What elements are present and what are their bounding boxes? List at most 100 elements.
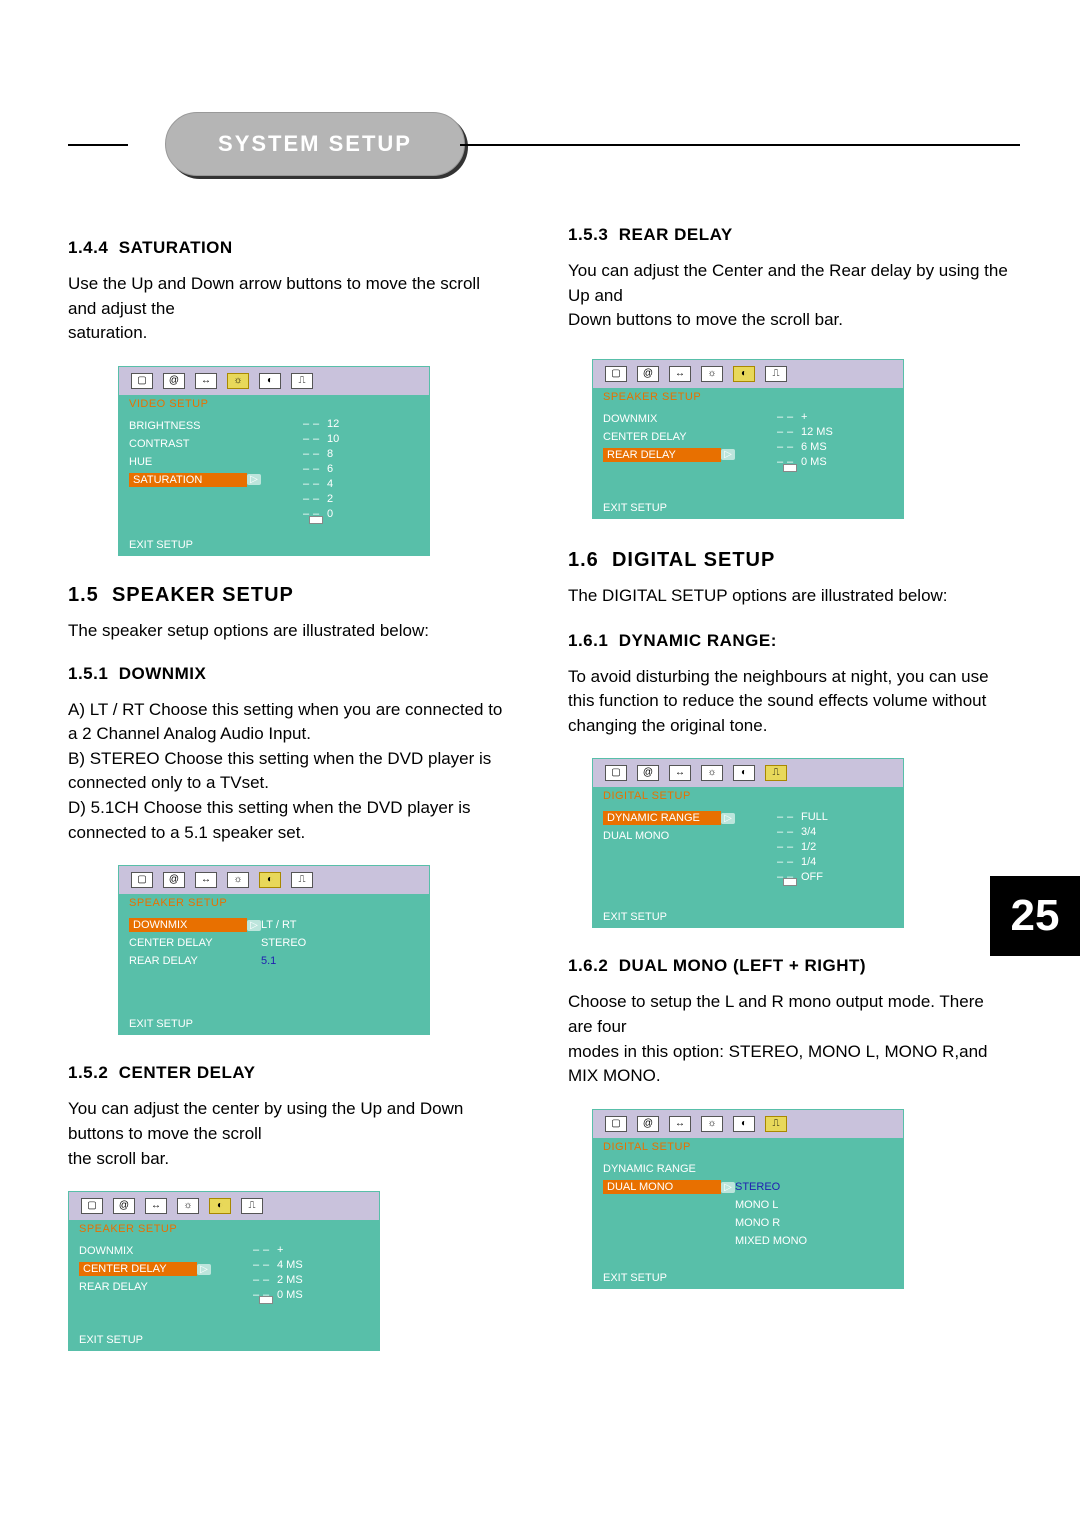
menu-saturation: ▢ @ ↔ ☼ ◐ ⎍ VIDEO SETUP BRIGHTNESS CONTR… [118,366,430,556]
arrow-icon: ▷ [247,474,261,485]
tab-icon: ◐ [259,373,281,389]
menu-tabs: ▢ @ ↔ ☼ ◐ ⎍ [593,1110,903,1138]
tab-icon: ▢ [605,765,627,781]
para-saturation: Use the Up and Down arrow buttons to mov… [68,272,508,346]
menu-item-selected: DUAL MONO▷STEREO [593,1178,903,1196]
menu-exit: EXIT SETUP [593,1266,903,1288]
menu-item: MONO R [593,1214,903,1232]
tab-icon: ↔ [669,366,691,382]
tab-icon: ⎍ [291,373,313,389]
tab-icon: ▢ [131,872,153,888]
heading-digital-setup: 1.6 DIGITAL SETUP [568,549,1008,572]
tab-icon: ⎍ [765,366,787,382]
menu-title: DIGITAL SETUP [593,787,903,805]
scale: ––FULL ––3/4 ––1/2 ––1/4 ––OFF [775,809,885,884]
para-downmix: A) LT / RT Choose this setting when you … [68,698,508,846]
arrow-icon: ▷ [247,920,261,931]
menu-item: CENTER DELAYSTEREO [119,934,429,952]
header-rule-right [460,144,1020,146]
menu-exit: EXIT SETUP [119,533,429,555]
tab-icon: ↔ [145,1198,167,1214]
menu-tabs: ▢ @ ↔ ☼ ◐ ⎍ [593,360,903,388]
para-dynamic-range: To avoid disturbing the neighbours at ni… [568,665,1008,739]
heading-dual-mono: 1.6.2 DUAL MONO (LEFT + RIGHT) [568,956,1008,976]
arrow-icon: ▷ [721,1182,735,1193]
heading-center-delay: 1.5.2 CENTER DELAY [68,1063,508,1083]
arrow-icon: ▷ [721,449,735,460]
menu-title: SPEAKER SETUP [593,388,903,406]
tab-icon-active: ◐ [259,872,281,888]
tab-icon: ▢ [605,366,627,382]
menu-exit: EXIT SETUP [593,905,903,927]
tab-icon: ◐ [733,765,755,781]
para-center-delay: You can adjust the center by using the U… [68,1097,508,1171]
menu-title: DIGITAL SETUP [593,1138,903,1156]
right-column: 1.5.3 REAR DELAY You can adjust the Cent… [568,225,1008,1317]
scale: ––+ ––4 MS ––2 MS ––0 MS [251,1242,361,1302]
menu-item: MONO L [593,1196,903,1214]
tab-icon-active: ⎍ [765,1116,787,1132]
scale: ––12 ––10 ––8 ––6 ––4 ––2 ––0 [301,417,411,522]
heading-rear-delay: 1.5.3 REAR DELAY [568,225,1008,245]
menu-title: SPEAKER SETUP [119,894,429,912]
tab-icon: ▢ [131,373,153,389]
menu-item: MIXED MONO [593,1232,903,1250]
menu-tabs: ▢ @ ↔ ☼ ◐ ⎍ [119,866,429,894]
header-rule-left [68,144,128,146]
tab-icon: @ [163,373,185,389]
para-speaker: The speaker setup options are illustrate… [68,619,508,644]
arrow-icon: ▷ [721,813,735,824]
tab-icon: ▢ [81,1198,103,1214]
tab-icon-active: ☼ [227,373,249,389]
para-rear-delay: You can adjust the Center and the Rear d… [568,259,1008,333]
left-column: 1.4.4 SATURATION Use the Up and Down arr… [68,238,508,1379]
menu-tabs: ▢ @ ↔ ☼ ◐ ⎍ [593,759,903,787]
tab-icon: ☼ [701,366,723,382]
tab-icon: ↔ [195,872,217,888]
slider-handle [309,516,323,524]
menu-body: DOWNMIX▷LT / RT CENTER DELAYSTEREO REAR … [119,912,429,1012]
tab-icon: ↔ [669,1116,691,1132]
tab-icon: ⎍ [291,872,313,888]
arrow-icon: ▷ [197,1264,211,1275]
menu-exit: EXIT SETUP [593,496,903,518]
tab-icon: ⎍ [241,1198,263,1214]
menu-body: DOWNMIX CENTER DELAY▷ REAR DELAY ––+ ––4… [69,1238,379,1328]
menu-title: VIDEO SETUP [119,395,429,413]
tab-icon: ↔ [669,765,691,781]
page-title-pill: SYSTEM SETUP [165,112,465,176]
menu-body: DYNAMIC RANGE DUAL MONO▷STEREO MONO L MO… [593,1156,903,1266]
tab-icon: ☼ [701,765,723,781]
tab-icon: @ [163,872,185,888]
tab-icon-active: ◐ [209,1198,231,1214]
tab-icon: ☼ [701,1116,723,1132]
tab-icon-active: ◐ [733,366,755,382]
menu-item: REAR DELAY5.1 [119,952,429,970]
menu-exit: EXIT SETUP [119,1012,429,1034]
menu-tabs: ▢ @ ↔ ☼ ◐ ⎍ [69,1192,379,1220]
tab-icon: @ [637,366,659,382]
tab-icon: @ [637,765,659,781]
heading-dynamic-range: 1.6.1 DYNAMIC RANGE: [568,631,1008,651]
menu-body: DYNAMIC RANGE▷ DUAL MONO ––FULL ––3/4 ––… [593,805,903,905]
tab-icon-active: ⎍ [765,765,787,781]
para-dual-mono: Choose to setup the L and R mono output … [568,990,1008,1089]
tab-icon: ☼ [177,1198,199,1214]
heading-downmix: 1.5.1 DOWNMIX [68,664,508,684]
tab-icon: ↔ [195,373,217,389]
tab-icon: ▢ [605,1116,627,1132]
page-title: SYSTEM SETUP [218,131,412,157]
scale: ––+ ––12 MS ––6 MS ––0 MS [775,410,885,470]
page-number: 25 [1011,891,1060,941]
menu-dynamic-range: ▢ @ ↔ ☼ ◐ ⎍ DIGITAL SETUP DYNAMIC RANGE▷… [592,758,904,928]
menu-rear-delay: ▢ @ ↔ ☼ ◐ ⎍ SPEAKER SETUP DOWNMIX CENTER… [592,359,904,519]
heading-saturation: 1.4.4 SATURATION [68,238,508,258]
menu-body: DOWNMIX CENTER DELAY REAR DELAY▷ ––+ ––1… [593,406,903,496]
menu-title: SPEAKER SETUP [69,1220,379,1238]
menu-dual-mono: ▢ @ ↔ ☼ ◐ ⎍ DIGITAL SETUP DYNAMIC RANGE … [592,1109,904,1289]
slider-handle [259,1296,273,1304]
tab-icon: @ [113,1198,135,1214]
heading-speaker-setup: 1.5 SPEAKER SETUP [68,584,508,607]
tab-icon: ◐ [733,1116,755,1132]
menu-downmix: ▢ @ ↔ ☼ ◐ ⎍ SPEAKER SETUP DOWNMIX▷LT / R… [118,865,430,1035]
